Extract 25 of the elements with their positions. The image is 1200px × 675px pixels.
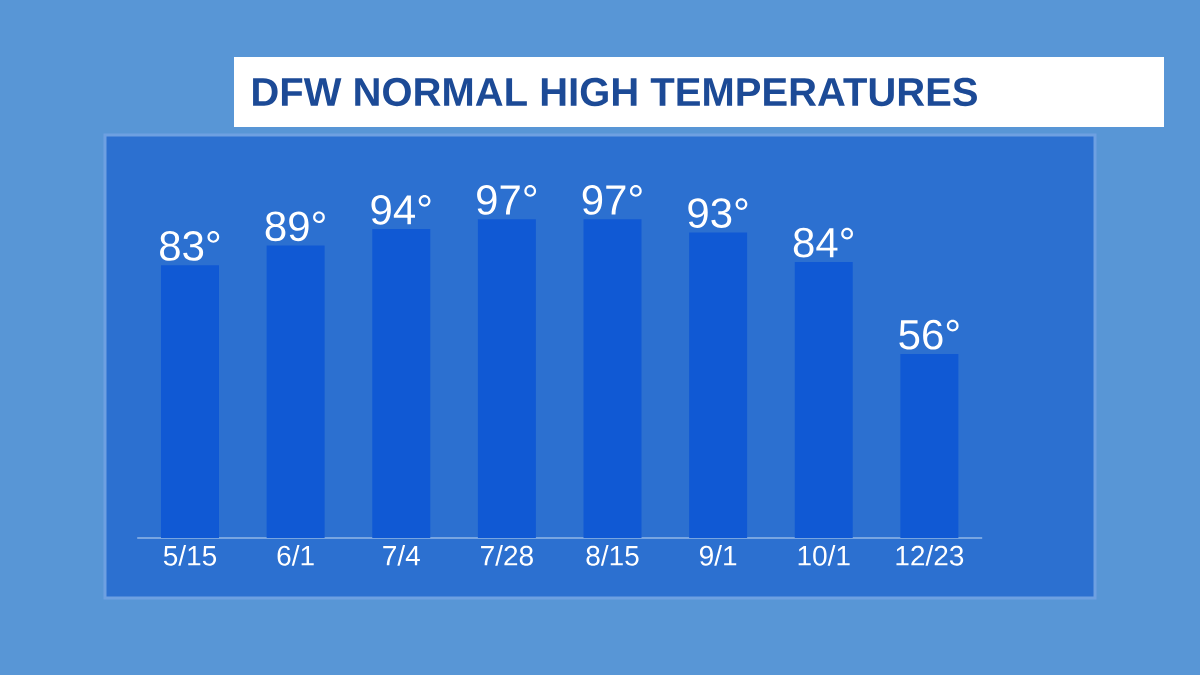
x-tick-label: 8/15 <box>586 545 639 566</box>
x-tick-label: 7/28 <box>481 545 533 566</box>
data-label: 97° <box>477 185 537 215</box>
bar <box>689 232 748 538</box>
bar <box>161 265 219 538</box>
data-label: 94° <box>371 194 431 225</box>
chart-title: DFW NORMAL HIGH TEMPERATURES <box>253 77 977 107</box>
x-tick-label: 12/23 <box>896 545 964 566</box>
x-tick-label: 7/4 <box>383 545 420 566</box>
data-label: 56° <box>899 319 959 350</box>
x-tick-label: 9/1 <box>699 545 737 566</box>
bar <box>372 229 431 538</box>
data-label: 97° <box>582 185 642 215</box>
data-label: 89° <box>265 211 325 242</box>
x-tick-label: 5/15 <box>163 545 217 566</box>
x-tick-label: 10/1 <box>798 545 850 566</box>
x-tick-label: 6/1 <box>277 545 314 566</box>
bar <box>794 261 853 538</box>
bar <box>583 219 642 538</box>
bar <box>266 245 325 538</box>
data-label: 83° <box>160 231 220 261</box>
data-label: 93° <box>688 198 748 228</box>
data-label: 84° <box>793 227 853 258</box>
bar <box>477 219 536 538</box>
bar <box>900 353 959 538</box>
